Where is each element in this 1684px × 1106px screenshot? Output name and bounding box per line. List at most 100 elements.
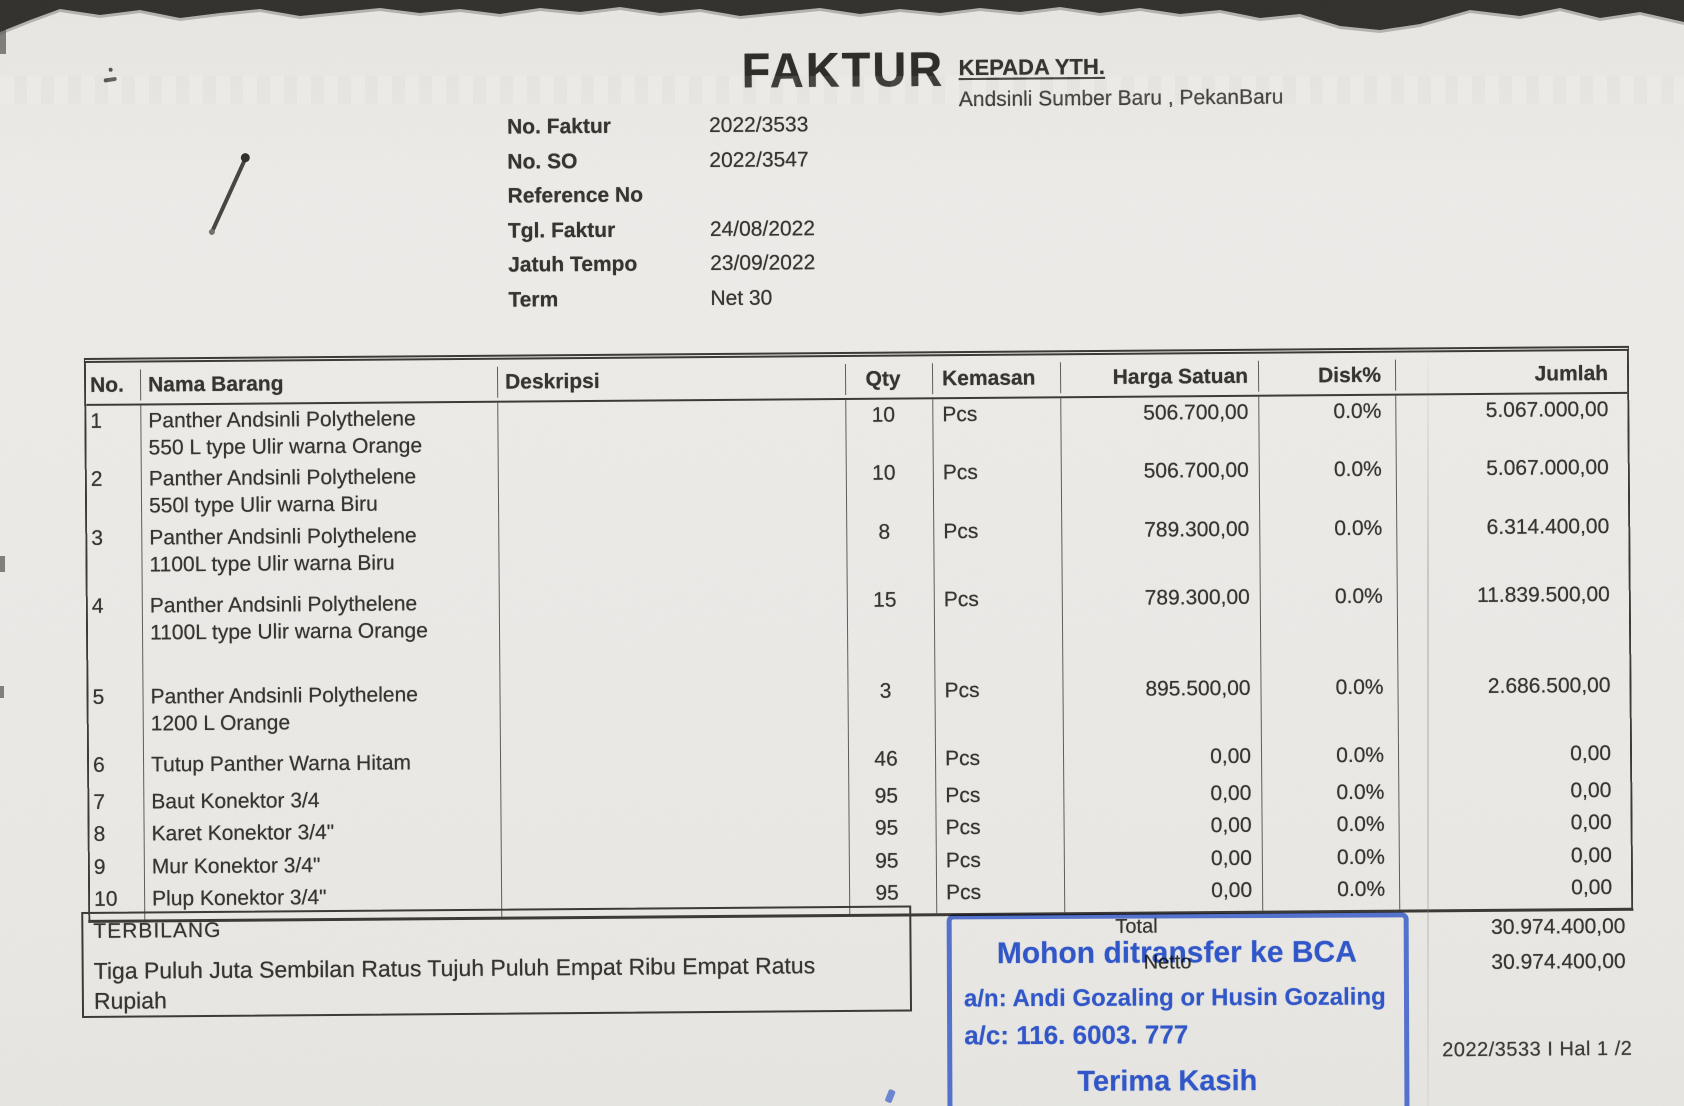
cell-disk: 0.0% xyxy=(1262,873,1401,911)
cell-kemasan: Pcs xyxy=(936,876,1066,914)
cell-disk: 0.0% xyxy=(1262,841,1400,875)
tractor-feed-band xyxy=(0,76,1684,104)
cell-jumlah: 5.067.000,00 xyxy=(1485,397,1609,422)
cell-jumlah: 5.067.000,00 xyxy=(1486,455,1609,480)
total-value: 30.974.400,00 xyxy=(1491,914,1626,939)
cell-nama-barang: Panther Andsinli Polythelene 1100L type … xyxy=(142,519,500,591)
meta-field-row: Reference No xyxy=(508,182,815,219)
meta-field-row: Tgl. Faktur 24/08/2022 xyxy=(508,217,815,254)
cell-nama-barang: Mur Konektor 3/4" xyxy=(144,848,502,884)
pen-scratch-mark xyxy=(208,153,250,235)
meta-field-label: Term xyxy=(508,287,559,312)
cell-harga-satuan: 506.700,00 xyxy=(1061,396,1260,457)
cell-qty: 3 xyxy=(848,675,936,744)
cell-nama-barang: Panther Andsinli Polythelene 1200 L Oran… xyxy=(143,678,501,750)
col-header-qty: Qty xyxy=(845,363,934,395)
items-table: No. Nama Barang Deskripsi Qty Kemasan Ha… xyxy=(83,345,1634,923)
cell-no: 2 xyxy=(86,463,143,523)
cell-deskripsi xyxy=(500,675,849,747)
cell-kemasan: Pcs xyxy=(936,779,1065,813)
torn-paper-edge xyxy=(0,0,1684,35)
item-row: 3 Panther Andsinli Polythelene 1100L typ… xyxy=(87,511,1628,591)
cell-deskripsi xyxy=(499,516,848,588)
cell-harga-satuan: 789.300,00 xyxy=(1062,513,1261,584)
meta-field-label: Jatuh Tempo xyxy=(508,252,638,277)
page-footer: 2022/3533 I Hal 1 /2 xyxy=(1442,1037,1633,1062)
cell-qty: 15 xyxy=(847,584,936,676)
meta-field-value: 23/09/2022 xyxy=(710,251,816,276)
terbilang-box: TERBILANG Tiga Puluh Juta Sembilan Ratus… xyxy=(81,905,913,1018)
cell-harga-satuan: 506.700,00 xyxy=(1061,454,1261,516)
cell-deskripsi xyxy=(498,457,848,520)
cell-kemasan: Pcs xyxy=(936,844,1065,878)
cell-disk: 0.0% xyxy=(1260,512,1398,582)
meta-field-value: 2022/3533 xyxy=(708,113,809,138)
meta-field-row: Term Net 30 xyxy=(508,286,815,323)
col-header-deskripsi: Deskripsi xyxy=(497,363,847,398)
cell-qty: 10 xyxy=(846,457,935,517)
terbilang-label: TERBILANG xyxy=(93,918,222,943)
cell-harga-satuan: 0,00 xyxy=(1064,809,1263,845)
cell-jumlah: 0,00 xyxy=(1571,875,1613,900)
item-row: 5 Panther Andsinli Polythelene 1200 L Or… xyxy=(88,670,1629,750)
cell-kemasan: Pcs xyxy=(934,583,1064,676)
scanner-edge-mark xyxy=(0,556,5,572)
paper-crease xyxy=(1427,338,1429,1106)
cell-harga-satuan: 0,00 xyxy=(1064,842,1263,877)
cell-qty: 95 xyxy=(849,812,937,846)
bank-transfer-stamp: Mohon ditransfer ke BCA a/n: Andi Gozali… xyxy=(946,912,1410,1106)
cell-jumlah: 0,00 xyxy=(1570,843,1612,868)
meta-field-row: Jatuh Tempo 23/09/2022 xyxy=(508,251,815,288)
cell-no: 5 xyxy=(88,681,144,750)
meta-field-row: No. SO 2022/3547 xyxy=(507,148,814,185)
cell-no: 3 xyxy=(87,522,143,591)
cell-harga-satuan: 0,00 xyxy=(1063,740,1263,780)
cell-kemasan: Pcs xyxy=(935,674,1064,744)
cell-jumlah: 0,00 xyxy=(1570,778,1612,803)
cell-disk: 0.0% xyxy=(1261,671,1399,741)
cell-qty: 8 xyxy=(847,516,935,585)
col-header-disk: Disk% xyxy=(1258,359,1397,392)
cell-nama-barang: Karet Konektor 3/4" xyxy=(144,815,502,852)
cell-kemasan: Pcs xyxy=(933,398,1062,458)
cell-nama-barang: Baut Konektor 3/4 xyxy=(144,783,502,819)
cell-deskripsi xyxy=(499,584,849,679)
item-row: 4 Panther Andsinli Polythelene 1100L typ… xyxy=(87,579,1630,682)
cell-kemasan: Pcs xyxy=(936,811,1065,846)
cell-nama-barang: Panther Andsinli Polythelene 550l type U… xyxy=(141,460,500,523)
terbilang-text: Tiga Puluh Juta Sembilan Ratus Tujuh Pul… xyxy=(93,952,816,1014)
invoice-meta-block: No. Faktur 2022/3533 No. SO 2022/3547 Refe… xyxy=(507,113,816,322)
stamp-line-transfer: Mohon ditransfer ke BCA xyxy=(996,935,1357,971)
cell-deskripsi xyxy=(500,743,850,784)
cell-disk: 0.0% xyxy=(1261,739,1400,778)
meta-field-row: No. Faktur 2022/3533 xyxy=(507,113,814,150)
cell-nama-barang: Panther Andsinli Polythelene 550 L type … xyxy=(141,402,499,464)
cell-disk: 0.0% xyxy=(1259,395,1397,455)
netto-value: 30.974.400,00 xyxy=(1491,949,1626,974)
cell-jumlah: 0,00 xyxy=(1570,810,1612,835)
cell-harga-satuan: 895.500,00 xyxy=(1063,672,1262,743)
cell-qty: 46 xyxy=(848,743,937,781)
cell-no: 4 xyxy=(87,590,144,682)
cell-deskripsi xyxy=(498,399,847,461)
stamp-line-thanks: Terima Kasih xyxy=(1077,1065,1258,1098)
cell-no: 1 xyxy=(86,405,142,464)
cell-jumlah: 2.686.500,00 xyxy=(1487,673,1611,698)
cell-disk: 0.0% xyxy=(1262,776,1400,810)
cell-qty: 10 xyxy=(846,399,934,458)
cell-deskripsi xyxy=(501,780,850,816)
meta-field-label: Tgl. Faktur xyxy=(507,218,616,243)
cell-qty: 95 xyxy=(849,780,937,813)
cell-jumlah: 0,00 xyxy=(1570,741,1612,766)
meta-field-label: No. SO xyxy=(507,149,578,174)
cell-no: 6 xyxy=(88,749,145,787)
meta-field-label: No. Faktur xyxy=(506,114,612,139)
col-header-nama-barang: Nama Barang xyxy=(140,366,499,401)
scanner-edge-mark xyxy=(0,686,4,698)
stamp-line-account-name: a/n: Andi Gozaling or Husin Gozaling xyxy=(963,983,1386,1013)
cell-qty: 95 xyxy=(849,845,937,878)
ink-speck-dot xyxy=(108,67,113,72)
cell-kemasan: Pcs xyxy=(934,515,1063,585)
